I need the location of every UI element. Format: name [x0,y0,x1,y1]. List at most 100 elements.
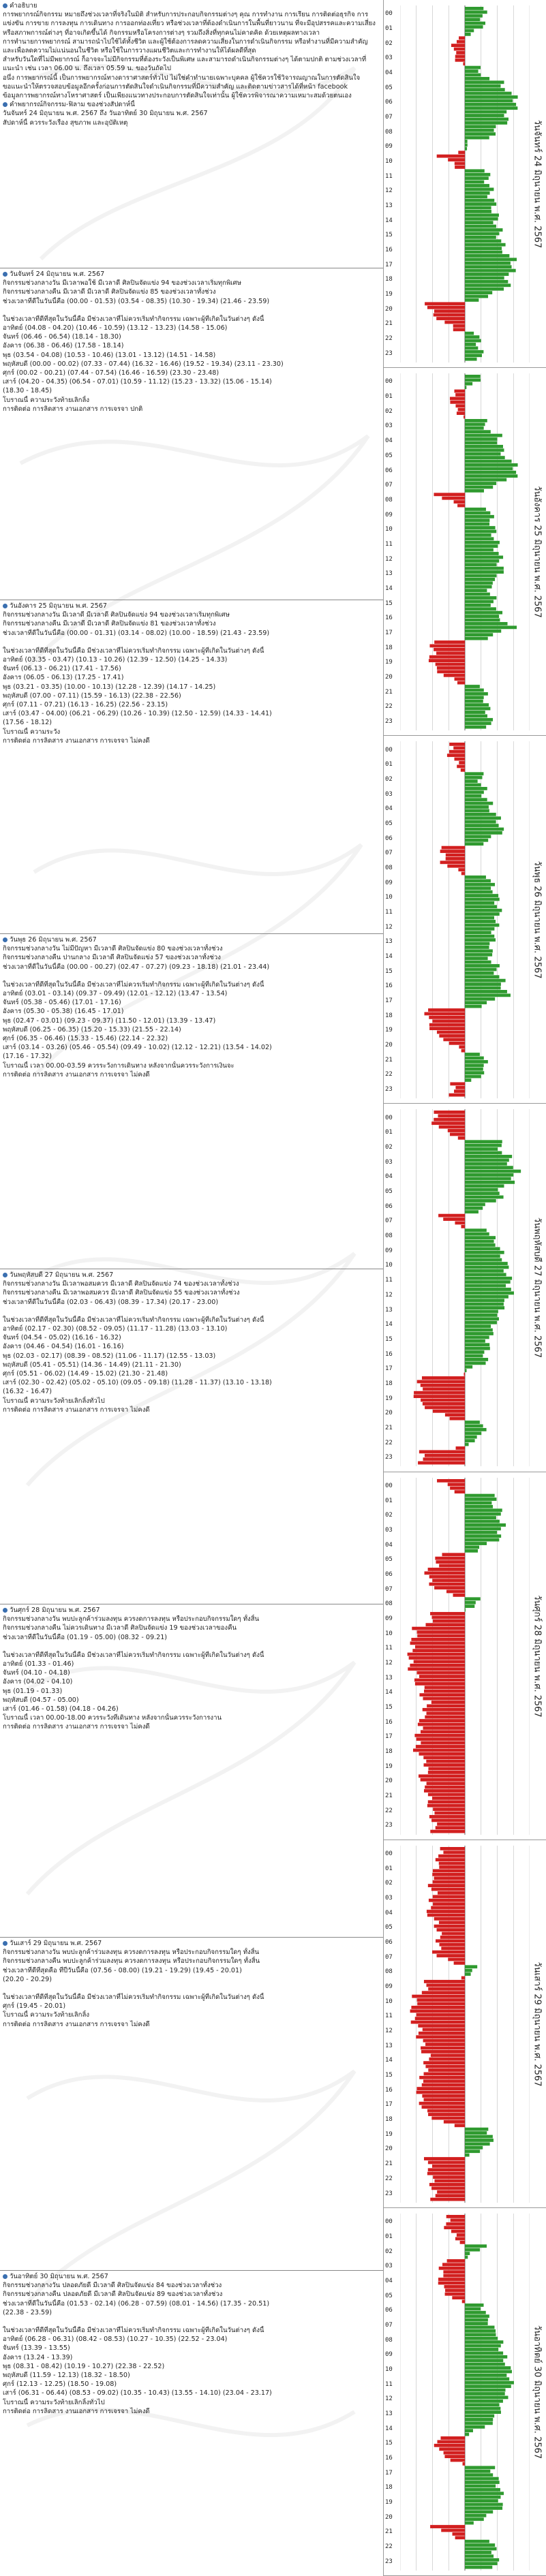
bad-hour-bar [432,1410,465,1414]
hour-tick-label: 00 [385,378,393,386]
bad-hour-bar [457,503,465,508]
bad-hour-bar [441,2528,465,2532]
good-hour-bar [465,511,491,515]
good-hour-bar [465,21,485,25]
bad-hour-bar [418,2023,465,2028]
bad-hour-bar [437,2190,465,2194]
good-hour-bar [465,909,502,912]
bad-hour-bar [422,1707,465,1711]
good-hour-bar [465,2142,490,2145]
day-forecast-section: วันจันทร์ 24 มิถุนายน พ.ศ. 2567 กิจกรรมช่… [0,268,383,600]
bad-hour-bar [453,746,465,750]
good-hour-bar [465,938,496,942]
hour-tick-label: 05 [385,1556,393,1564]
bad-hour-bar [427,1793,465,1796]
bad-hour-bar [455,55,465,59]
good-hour-bar [465,1196,504,1199]
bad-hour-bar [423,1763,465,1767]
bad-hour-bar [419,1450,465,1454]
bad-hour-bar [421,1376,465,1380]
bad-hour-bar [416,1380,465,1384]
bad-hour-bar [423,2060,465,2064]
good-hour-bar [465,596,497,600]
good-hour-bar [465,1071,485,1075]
bad-hour-bar [455,393,465,397]
good-hour-bar [465,894,499,898]
hourly-bar-plot [400,741,530,1099]
hour-tick-label: 18 [385,644,393,651]
bad-hour-bar [438,1114,465,1118]
spacer [3,638,380,647]
good-hour-bar [465,1188,498,1192]
good-hour-bar [465,146,468,151]
bad-hour-bar [446,2222,465,2226]
hour-tick-label: 07 [385,1953,393,1961]
day-hourly-chart: 00 01 02 03 04 05 06 07 08 09 10 11 12 13 14 15 16 17 18 19… [384,1104,546,1472]
good-hour-bar [465,1428,487,1432]
hour-tick-label: 06 [385,1570,393,1578]
bad-hour-bar [431,1818,465,1822]
forecast-line: เสาร์ (03.14 - 03.26) (05.46 - 05.54) (0… [3,1044,272,1052]
good-hour-bar [465,125,496,129]
bad-hour-bar [426,1781,465,1785]
good-hour-bar [465,2145,483,2150]
bad-hour-bar [413,1660,465,1663]
bad-hour-bar [450,2218,465,2222]
good-hour-bar [465,1053,480,1057]
good-hour-bar [465,2466,496,2470]
good-hour-bar [465,140,468,143]
forecast-line: การติดต่อ การลิดสาร งานเอกสาร การเจรจา ไ… [3,1723,150,1731]
good-hour-bar [465,2385,511,2388]
forecast-line: พฤหัสบดี (11.59 - 12.13) (18.32 - 18.50) [3,2372,130,2380]
forecast-line: อาทิตย์ (06.28 - 06.31) (08.42 - 08.53) … [3,2336,228,2344]
hour-tick-label: 11 [385,909,393,916]
good-hour-bar [465,783,481,787]
hour-tick-label: 02 [385,775,393,783]
bad-hour-bar [436,317,465,320]
bad-hour-bar [423,1726,465,1730]
good-hour-bar [465,2484,496,2488]
good-hour-bar [465,2329,496,2333]
good-hour-bar [465,482,497,486]
bad-hour-bar [420,1384,465,1388]
hour-tick-label: 13 [385,1306,393,1314]
good-hour-bar [465,2502,503,2507]
hour-tick-label: 17 [385,997,393,1005]
forecast-line: ในช่วงเวลาที่ดีที่สุดในวันนี้คือ มีช่วงเ… [3,315,264,323]
bad-hour-bar [429,1023,465,1027]
good-hour-bar [465,176,489,181]
hour-tick-label: 21 [385,1793,393,1800]
hour-tick-label: 02 [385,1144,393,1151]
hour-tick-label: 07 [385,1585,393,1593]
good-hour-bar [465,835,491,839]
forecast-line: (16.32 - 16.47) [3,1388,52,1396]
hour-tick-label: 16 [385,982,393,990]
forecast-line: อังคาร (06.38 - 06.46) (17.58 - 18.14) [3,342,124,350]
good-hour-bar [465,459,512,463]
bad-hour-bar [426,1759,465,1763]
good-hour-bar [465,629,502,633]
good-hour-bar [465,265,512,269]
good-hour-bar [465,209,491,213]
bad-hour-bar [443,2270,465,2274]
chart-day-label: วันอังคาร 25 มิถุนายน พ.ศ. 2567 [532,486,543,619]
hour-tick-label: 21 [385,2528,393,2536]
bad-hour-bar [430,1611,465,1615]
good-hour-bar [465,555,504,559]
good-hour-bar [465,128,494,132]
hour-tick-label: 13 [385,2042,393,2049]
bad-hour-bar [411,2005,465,2009]
hourly-bar-plot [400,1477,530,1835]
good-hour-bar [465,2513,487,2517]
good-hour-bar [465,268,516,273]
hour-tick-label: 07 [385,2321,393,2329]
forecast-line: อาทิตย์ (02.17 - 02.30) (08.52 - 09.05) … [3,1325,228,1333]
good-hour-bar [465,1151,502,1155]
good-hour-bar [465,331,474,335]
forecast-line: ในช่วงเวลาที่ดีที่สุดในวันนี้คือ มีช่วงเ… [3,980,264,989]
hour-tick-label: 13 [385,202,393,210]
bad-hour-bar [436,1939,465,1942]
bad-hour-bar [433,313,465,317]
hour-tick-label: 11 [385,2380,393,2388]
good-hour-bar [465,1608,466,1612]
